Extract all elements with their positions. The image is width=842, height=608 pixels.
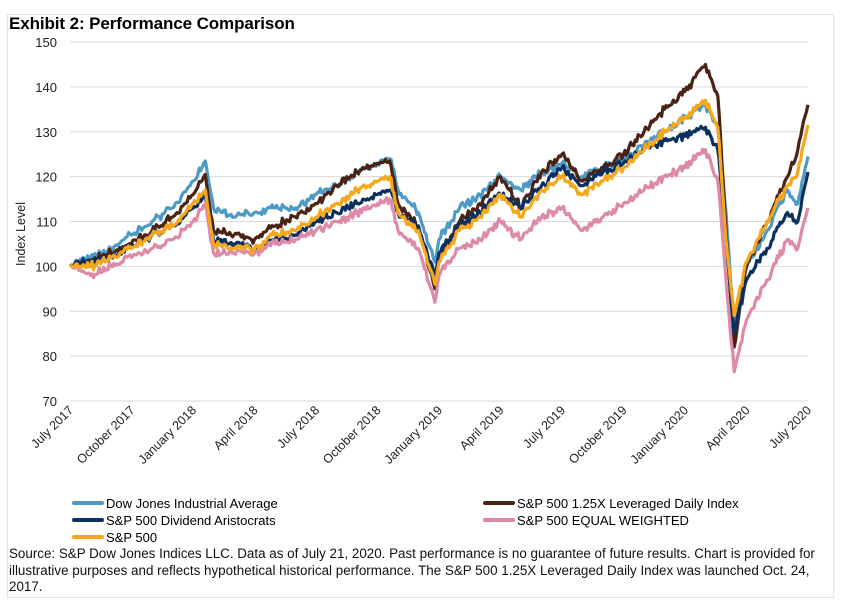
y-axis-label: Index Level: [14, 202, 28, 266]
y-axis-ticks: 70 80 90 100 110 120 130 140 150: [35, 35, 57, 409]
legend-label: S&P 500 1.25X Leveraged Daily Index: [517, 495, 739, 511]
legend-swatch: [72, 501, 104, 505]
legend-item-djia: Dow Jones Industrial Average: [72, 495, 278, 511]
y-tick-label: 70: [43, 394, 57, 409]
legend-swatch: [72, 535, 104, 539]
x-tick-label: April 2018: [211, 403, 261, 453]
legend-label: S&P 500 EQUAL WEIGHTED: [517, 512, 689, 528]
legend-label: S&P 500: [106, 529, 158, 545]
y-tick-label: 140: [35, 80, 57, 95]
x-tick-label: July 2018: [274, 403, 322, 451]
y-tick-label: 130: [35, 125, 57, 140]
series-line-s-p-500: [69, 98, 810, 318]
legend-item-sp500: S&P 500: [72, 529, 157, 545]
y-tick-label: 120: [35, 170, 57, 185]
y-tick-label: 90: [43, 304, 57, 319]
x-tick-label: July 2019: [520, 403, 568, 451]
x-tick-label: January 2018: [136, 403, 199, 466]
series-lines: [68, 62, 810, 374]
x-tick-label: January 2019: [382, 403, 445, 466]
legend-item-leveraged: S&P 500 1.25X Leveraged Daily Index: [483, 495, 739, 511]
x-tick-label: October 2018: [320, 403, 383, 466]
series-line-s-p-500-dividend-aristocrats: [69, 124, 810, 336]
legend-swatch: [483, 518, 515, 522]
legend-item-dividend-aristocrats: S&P 500 Dividend Aristocrats: [72, 512, 276, 528]
y-tick-label: 150: [35, 35, 57, 50]
legend-item-equal-weighted: S&P 500 EQUAL WEIGHTED: [483, 512, 689, 528]
y-tick-label: 80: [43, 349, 57, 364]
x-tick-label: July 2020: [766, 403, 814, 451]
chart-title: Exhibit 2: Performance Comparison: [9, 14, 295, 33]
legend-label: Dow Jones Industrial Average: [106, 495, 278, 511]
x-tick-label: October 2017: [74, 403, 137, 466]
y-tick-label: 110: [36, 215, 57, 230]
x-tick-label: January 2020: [628, 403, 691, 466]
x-tick-label: October 2019: [566, 403, 629, 466]
series-line-s-p-500-equal-weighted: [69, 147, 810, 374]
x-tick-label: April 2020: [703, 403, 753, 453]
legend-label: S&P 500 Dividend Aristocrats: [106, 512, 276, 528]
x-tick-label: April 2019: [457, 403, 507, 453]
legend-swatch: [72, 518, 104, 522]
source-note: Source: S&P Dow Jones Indices LLC. Data …: [9, 546, 815, 594]
y-tick-label: 100: [35, 259, 57, 274]
legend-swatch: [483, 501, 515, 505]
x-tick-label: July 2017: [28, 403, 76, 451]
